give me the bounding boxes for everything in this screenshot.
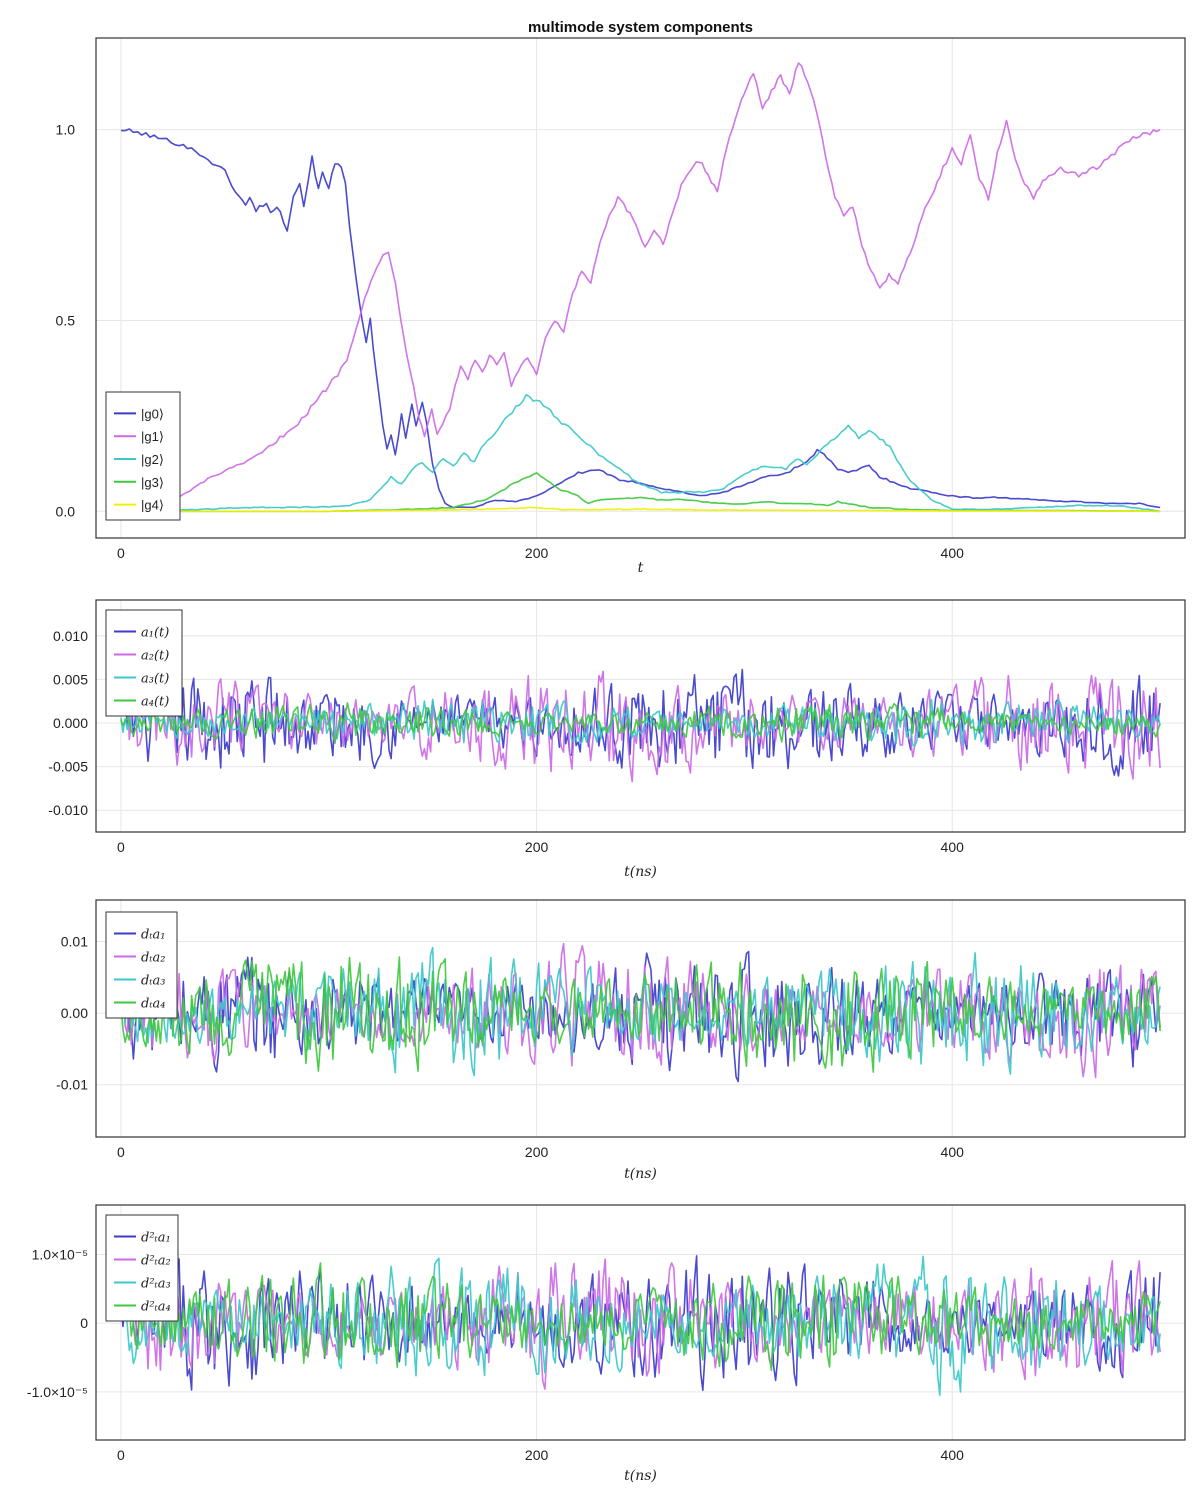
- x-tick-label: 200: [525, 1447, 549, 1463]
- panel-4: 0 200 400 -1.0×10⁻⁵ 0 1.0×10⁻⁵ t(ns) d²ₜa₁ d²ₜa₂…: [27, 1204, 1186, 1484]
- x-axis-label: t(ns): [624, 1166, 657, 1182]
- x-axis-label: t: [638, 560, 644, 576]
- plot-area: [120, 942, 1161, 1083]
- y-tick-label: 0: [80, 1315, 88, 1331]
- legend-label: |g4⟩: [141, 498, 164, 513]
- legend-label: d²ₜa₁: [141, 1231, 171, 1246]
- panel-1: 0 200 400 0.0 0.5 1.0 t multimode system compon…: [56, 19, 1186, 576]
- plot-area: [120, 1255, 1161, 1396]
- legend-label: a₄(t): [141, 695, 169, 710]
- y-tick-label: 0.005: [53, 671, 88, 687]
- y-tick-label: 0.00: [61, 1005, 88, 1021]
- y-tick-label: 0.0: [56, 503, 76, 519]
- panel-3: 0 200 400-0.010.000.01t(ns)dₜa₁dₜa₂dₜa₃dₜa…: [56, 899, 1186, 1182]
- legend-label: a₂(t): [141, 649, 169, 664]
- legend-box: [105, 391, 181, 521]
- legend: |g0⟩ |g1⟩ |g2⟩ |g3⟩ |g4⟩: [105, 391, 181, 521]
- x-tick-label: 0: [117, 839, 125, 855]
- legend-box: [105, 911, 178, 1019]
- y-tick-label: -0.01: [56, 1077, 88, 1093]
- y-tick-label: 0.010: [53, 628, 88, 644]
- legend-label: |g3⟩: [141, 475, 164, 490]
- x-axis-label: t(ns): [624, 864, 657, 880]
- x-axis-label: t(ns): [624, 1468, 657, 1484]
- series-line: [120, 668, 1161, 777]
- axes-frame: [95, 599, 1186, 833]
- series-line: [120, 393, 1161, 513]
- legend-label: a₁(t): [141, 626, 169, 641]
- plot-area: [120, 62, 1161, 513]
- y-tick-label: 1.0: [56, 122, 76, 138]
- series-line: [120, 950, 1161, 1083]
- chart-title: multimode system components: [528, 19, 753, 36]
- x-tick-label: 0: [117, 545, 125, 561]
- legend-label: |g0⟩: [141, 406, 164, 421]
- series-line: [120, 128, 1161, 509]
- y-tick-label: 0.01: [61, 934, 88, 950]
- series-line: [120, 62, 1161, 513]
- axes-frame: [95, 1204, 1186, 1441]
- series-line: [120, 698, 1161, 747]
- y-tick-label: 0.000: [53, 715, 88, 731]
- series-line: [120, 472, 1161, 513]
- legend: dₜa₁ dₜa₂ dₜa₃ dₜa₄: [105, 911, 178, 1019]
- series-line: [120, 506, 1161, 513]
- legend-label: dₜa₃: [141, 974, 166, 989]
- legend-label: d²ₜa₃: [141, 1277, 171, 1292]
- legend-label: dₜa₁: [141, 928, 166, 943]
- y-tick-label: -0.010: [48, 802, 88, 818]
- series-line: [120, 1262, 1161, 1372]
- legend-label: a₃(t): [141, 672, 169, 687]
- legend-label: dₜa₄: [141, 997, 166, 1012]
- legend: a₁(t) a₂(t) a₃(t) a₄(t): [105, 609, 183, 717]
- series-line: [120, 946, 1161, 1077]
- legend-box: [105, 1214, 179, 1322]
- legend-label: d²ₜa₂: [141, 1254, 171, 1269]
- y-tick-label: 0.5: [56, 312, 76, 328]
- x-tick-label: 400: [941, 545, 965, 561]
- legend: d²ₜa₁ d²ₜa₂ d²ₜa₃ d²ₜa₄: [105, 1214, 179, 1322]
- x-tick-label: 200: [525, 545, 549, 561]
- legend-label: d²ₜa₄: [141, 1300, 171, 1315]
- x-tick-label: 400: [941, 1447, 965, 1463]
- legend-label: dₜa₂: [141, 951, 166, 966]
- x-tick-label: 400: [941, 839, 965, 855]
- x-tick-label: 0: [117, 1447, 125, 1463]
- y-tick-label: -1.0×10⁻⁵: [27, 1384, 88, 1400]
- x-tick-label: 0: [117, 1144, 125, 1160]
- series-line: [120, 1255, 1161, 1396]
- x-tick-label: 200: [525, 839, 549, 855]
- x-tick-label: 200: [525, 1144, 549, 1160]
- x-tick-label: 400: [941, 1144, 965, 1160]
- legend-label: |g2⟩: [141, 452, 164, 467]
- legend-label: |g1⟩: [141, 429, 164, 444]
- axes-frame: [95, 37, 1186, 539]
- axes-frame: [95, 899, 1186, 1138]
- plot-area: [120, 668, 1161, 783]
- y-tick-label: -0.005: [48, 759, 88, 775]
- series-line: [120, 670, 1161, 783]
- series-line: [120, 956, 1161, 1073]
- legend-box: [105, 609, 183, 717]
- series-line: [120, 702, 1161, 743]
- y-tick-label: 1.0×10⁻⁵: [32, 1246, 88, 1262]
- panel-2: 0 200 400 -0.010 -0.005 0.000 0.005 0.010 t(ns) a…: [48, 599, 1186, 880]
